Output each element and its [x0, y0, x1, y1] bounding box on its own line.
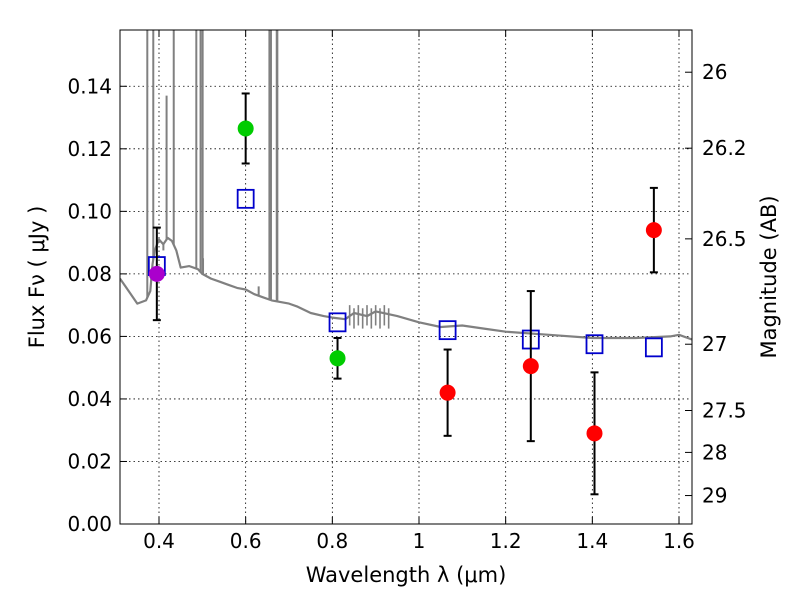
x-tick-label: 1.2 [490, 529, 522, 553]
y-tick-label: 0.10 [67, 199, 112, 223]
x-tick-label: 0.8 [316, 529, 348, 553]
y2-tick-label: 29 [702, 484, 727, 508]
y2-tick-label: 26.5 [702, 227, 747, 251]
observed-point [237, 120, 254, 137]
observed-point [586, 425, 603, 442]
x-tick-label: 1 [413, 529, 426, 553]
model-photometry-square [328, 312, 347, 333]
y2-tick-label: 28 [702, 440, 727, 464]
plot-area [120, 30, 692, 496]
y-tick-label: 0.12 [67, 137, 112, 161]
y2-tick-label: 27 [702, 332, 727, 356]
x-tick-label: 0.4 [143, 529, 175, 553]
observed-point [148, 265, 165, 282]
model-photometry-square [644, 337, 663, 358]
x-tick-label: 0.6 [230, 529, 262, 553]
y-axis-label: Flux Fν ( μJy ) [25, 206, 49, 349]
y-tick-label: 0.02 [67, 449, 112, 473]
y-tick-label: 0.06 [67, 324, 112, 348]
y-tick-label: 0.00 [67, 512, 112, 536]
y-tick-label: 0.14 [67, 74, 112, 98]
plot-frame [119, 29, 693, 525]
x-tick-label: 1.6 [663, 529, 695, 553]
y2-axis-label: Magnitude (AB) [757, 195, 781, 358]
observed-point [329, 350, 346, 367]
observed-point [522, 358, 539, 375]
model-photometry-square [236, 188, 255, 209]
y-tick-label: 0.08 [67, 262, 112, 286]
observed-point [439, 384, 456, 401]
observed-point [645, 222, 662, 239]
y-tick-label: 0.04 [67, 387, 112, 411]
axis-ticks: 0.4 0.6 0.8 1 1.2 1.4 1.6 0.00 0.02 0.04 0.06 0.08 0… [67, 30, 747, 553]
y2-tick-label: 27.5 [702, 399, 747, 423]
y2-tick-label: 26.2 [702, 136, 747, 160]
y2-tick-label: 26 [702, 60, 727, 84]
x-axis-label: Wavelength λ (μm) [306, 563, 507, 587]
model-photometry-square [438, 320, 457, 341]
spectrum-line [120, 236, 692, 341]
model-photometry-square [585, 334, 604, 355]
x-tick-label: 1.4 [576, 529, 608, 553]
